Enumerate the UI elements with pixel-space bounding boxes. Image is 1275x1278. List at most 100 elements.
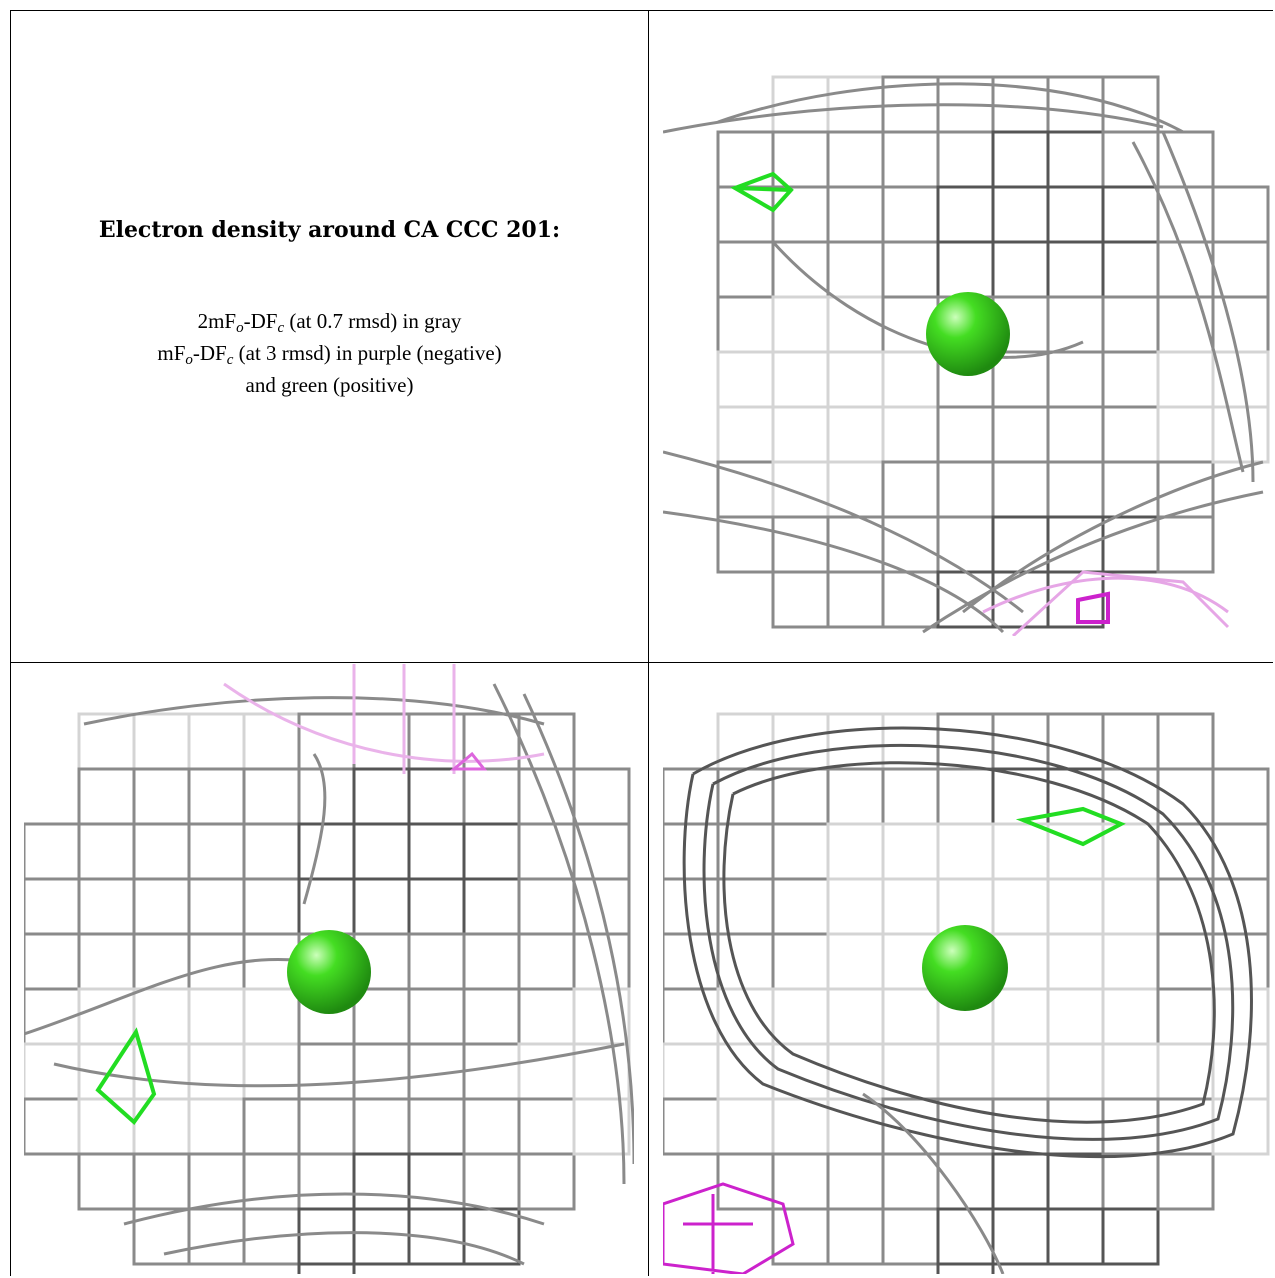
mesh-cell [991,185,1050,244]
mesh-cell [881,130,940,189]
caption-title: Electron density around CA CCC 201: [98,217,561,243]
mesh-cell [407,932,466,991]
mesh-cell [991,130,1050,189]
mesh-cell [462,1097,521,1156]
mesh-cell [517,822,576,881]
mesh-cell [991,405,1050,464]
mesh-cell [881,405,940,464]
mesh-cell [1046,185,1105,244]
density-view-bottom-right [663,664,1273,1274]
mesh-cell [1211,767,1270,826]
mesh-cell [1046,515,1105,574]
mesh-cell [132,712,191,771]
mesh-cell [663,822,720,881]
mesh-cell [242,822,301,881]
mesh-cell [716,405,775,464]
mesh-cell [1101,295,1160,354]
positive-density-blob [1015,806,1126,847]
calcium-atom-sphere [922,925,1008,1011]
negative-density-blob [663,1182,795,1274]
mesh-cell [24,1042,81,1101]
mesh-cell [991,1152,1050,1211]
mesh-cell [187,1207,246,1266]
mesh-cell [881,1152,940,1211]
mesh-cell [1101,767,1160,826]
mesh-cell [1156,932,1215,991]
grid-divider-vertical [648,10,649,1276]
mesh-cell [132,767,191,826]
mesh-cell [826,1152,885,1211]
density-mesh-grid [716,75,1270,629]
mesh-cell [771,295,830,354]
mesh-cell [352,1097,411,1156]
mesh-cell [936,822,995,881]
mesh-cell [517,1042,576,1101]
mesh-cell [187,822,246,881]
mesh-cell [1156,1097,1215,1156]
mesh-cell [572,1097,631,1156]
mesh-cell [716,1097,775,1156]
mesh-cell [77,1152,136,1211]
mesh-cell [297,767,356,826]
mesh-cell [77,822,136,881]
mesh-cell [991,240,1050,299]
mesh-cell [716,240,775,299]
mesh-cell [1156,460,1215,519]
mesh-cell [517,987,576,1046]
mesh-cell [462,1207,521,1266]
density-contour-line [53,1042,625,1088]
mesh-cell [826,1097,885,1156]
mesh-cell [881,877,940,936]
mesh-cell [132,987,191,1046]
mesh-cell [771,515,830,574]
mesh-cell [1101,1042,1160,1101]
mesh-cell [991,1207,1050,1266]
mesh-cell [132,932,191,991]
density-view-bottom-left [24,664,634,1274]
grid-divider-horizontal [10,662,1273,663]
mesh-cell [936,1262,995,1274]
mesh-cell [462,822,521,881]
mesh-cell [771,1152,830,1211]
mesh-cell [352,1152,411,1211]
mesh-cell [881,460,940,519]
mesh-cell [462,1042,521,1101]
mesh-cell [1211,987,1270,1046]
mesh-cell [1101,240,1160,299]
mesh-cell [771,822,830,881]
mesh-cell [1101,712,1160,771]
mesh-cell [352,767,411,826]
mesh-cell [826,822,885,881]
density-contour-line [302,753,327,905]
mesh-cell [936,405,995,464]
mesh-cell [24,1097,81,1156]
mesh-cell [936,1042,995,1101]
mesh-cell [1046,1207,1105,1266]
mesh-cell [1046,130,1105,189]
mesh-cell [1211,822,1270,881]
mesh-cell [1046,405,1105,464]
density-view-top-right [663,12,1273,636]
mesh-cell [1046,240,1105,299]
mesh-cell [1211,1042,1270,1101]
mesh-cell [187,1097,246,1156]
mesh-cell [936,515,995,574]
mesh-cell [716,295,775,354]
mesh-cell [1046,350,1105,409]
mesh-cell [132,1152,191,1211]
density-contour-line [663,103,1164,134]
mesh-cell [242,767,301,826]
density-contour-line [223,682,545,763]
positive-density-blob [730,171,794,213]
caption-body: 2mFo-DFc (at 0.7 rmsd) in gray mFo-DFc (… [157,305,501,401]
mesh-cell [826,185,885,244]
mesh-cell [242,987,301,1046]
density-contour-line [682,726,1253,1159]
figure-caption: Electron density around CA CCC 201: 2mFo… [11,11,648,662]
density-contour-line [522,693,634,1165]
mesh-cell [517,932,576,991]
mesh-cell [936,767,995,826]
mesh-cell [1046,712,1105,771]
mesh-cell [352,712,411,771]
mesh-cell [1046,1097,1105,1156]
